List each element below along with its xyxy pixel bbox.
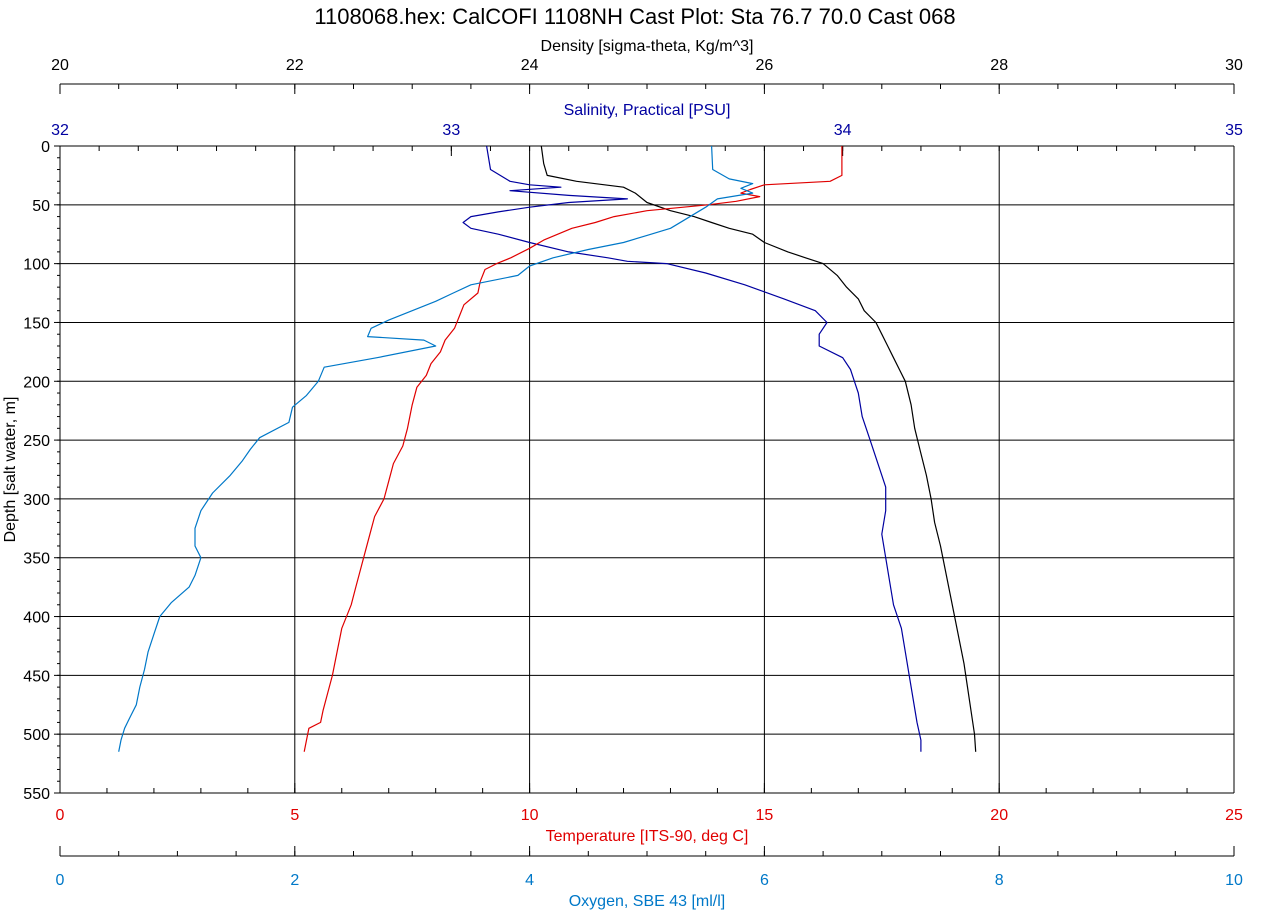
oxygen-tick-label: 4	[525, 872, 534, 889]
y-tick-label: 150	[23, 315, 50, 332]
oxygen-tick-label: 2	[290, 872, 299, 889]
axes	[54, 83, 1235, 857]
salinity-tick-label: 35	[1225, 122, 1243, 139]
y-tick-label: 0	[41, 139, 50, 156]
salinity-tick-label: 32	[51, 122, 69, 139]
y-tick-label: 400	[23, 610, 50, 627]
density-series-line	[540, 145, 977, 752]
y-tick-label: 300	[23, 492, 50, 509]
y-tick-label: 50	[32, 198, 50, 215]
series-lines	[118, 145, 977, 752]
oxygen-tick-label: 10	[1225, 872, 1243, 889]
oxygen-axis-title: Oxygen, SBE 43 [ml/l]	[569, 893, 726, 910]
y-tick-label: 550	[23, 786, 50, 803]
salinity-tick-label: 33	[442, 122, 460, 139]
temperature-tick-label: 25	[1225, 807, 1243, 824]
temperature-tick-label: 15	[756, 807, 774, 824]
density-tick-label: 30	[1225, 57, 1243, 74]
oxygen-tick-label: 6	[760, 872, 769, 889]
y-tick-label: 500	[23, 727, 50, 744]
y-axis-label: Depth [salt water, m]	[2, 397, 19, 543]
temperature-tick-label: 10	[521, 807, 539, 824]
temperature-axis	[59, 783, 1235, 793]
density-tick-label: 22	[286, 57, 304, 74]
temperature-tick-label: 5	[290, 807, 299, 824]
salinity-axis-title: Salinity, Practical [PSU]	[564, 102, 731, 119]
density-tick-label: 28	[990, 57, 1008, 74]
oxygen-axis	[59, 846, 1235, 857]
oxygen-tick-label: 0	[56, 872, 65, 889]
oxygen-series-line	[118, 145, 754, 752]
y-tick-label: 350	[23, 551, 50, 568]
salinity-tick-label: 34	[834, 122, 852, 139]
salinity-series-line	[462, 145, 922, 752]
density-axis-title: Density [sigma-theta, Kg/m^3]	[541, 38, 754, 55]
salinity-axis	[59, 146, 1235, 156]
y-tick-label: 100	[23, 257, 50, 274]
y-tick-label: 450	[23, 668, 50, 685]
temperature-series-line	[303, 146, 843, 752]
chart-title: 1108068.hex: CalCOFI 1108NH Cast Plot: S…	[314, 4, 955, 29]
temperature-axis-title: Temperature [ITS-90, deg C]	[546, 828, 749, 845]
density-axis	[59, 83, 1235, 94]
density-tick-label: 26	[756, 57, 774, 74]
temperature-tick-label: 20	[990, 807, 1008, 824]
temperature-tick-label: 0	[56, 807, 65, 824]
y-tick-label: 250	[23, 433, 50, 450]
y-tick-label: 200	[23, 374, 50, 391]
density-tick-label: 20	[51, 57, 69, 74]
density-tick-label: 24	[521, 57, 539, 74]
grid	[60, 146, 1234, 793]
oxygen-tick-label: 8	[995, 872, 1004, 889]
